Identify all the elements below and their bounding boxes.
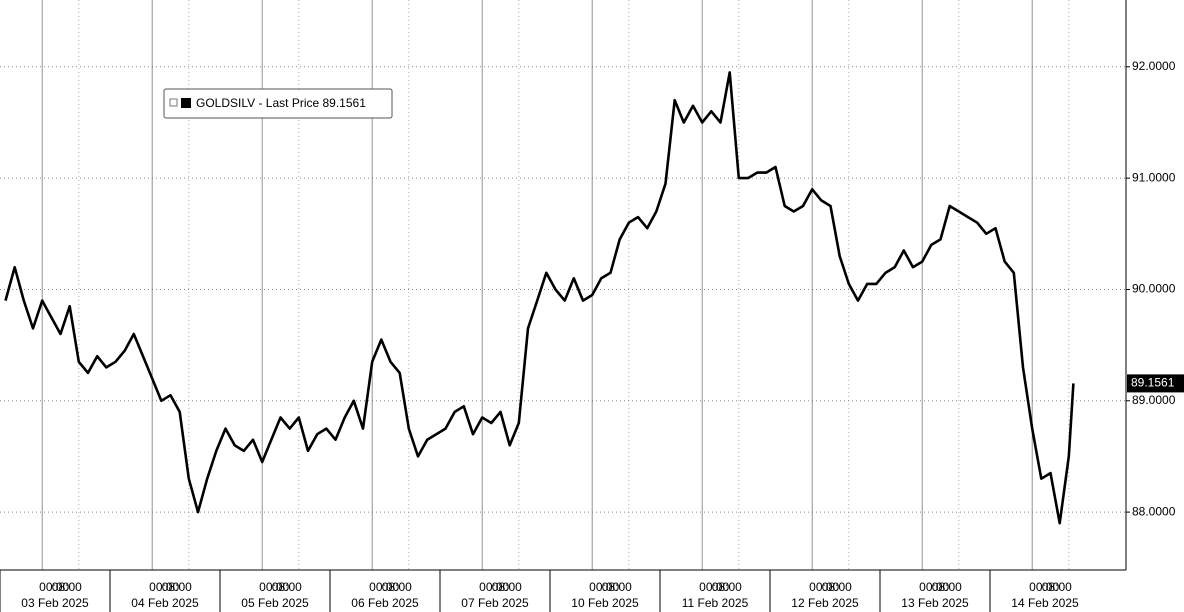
legend-label: GOLDSILV - Last Price 89.1561	[196, 96, 366, 110]
y-tick-label: 90.0000	[1132, 282, 1176, 296]
x-day-label: 10 Feb 2025	[571, 596, 639, 610]
last-price-label: 89.1561	[1131, 376, 1175, 390]
legend: GOLDSILV - Last Price 89.1561	[163, 88, 393, 119]
legend-name: GOLDSILV - Last Price	[196, 96, 319, 110]
legend-swatch	[181, 98, 191, 108]
x-tick-label: 08:00	[712, 580, 742, 594]
x-tick-label: 00:00	[919, 580, 949, 594]
x-day-label: 06 Feb 2025	[351, 596, 419, 610]
x-tick-label: 08:00	[492, 580, 522, 594]
x-tick-label: 08:00	[382, 580, 412, 594]
x-tick-label: 00:00	[479, 580, 509, 594]
legend-toggle	[169, 98, 178, 107]
x-tick-label: 08:00	[272, 580, 302, 594]
x-tick-label: 08:00	[52, 580, 82, 594]
x-day-label: 03 Feb 2025	[21, 596, 89, 610]
x-tick-label: 00:00	[369, 580, 399, 594]
x-tick-label: 00:00	[809, 580, 839, 594]
x-tick-label: 00:00	[699, 580, 729, 594]
x-day-label: 13 Feb 2025	[901, 596, 969, 610]
x-day-label: 07 Feb 2025	[461, 596, 529, 610]
x-tick-label: 00:00	[259, 580, 289, 594]
x-tick-label: 08:00	[822, 580, 852, 594]
x-day-label: 14 Feb 2025	[1011, 596, 1079, 610]
y-tick-label: 92.0000	[1132, 59, 1176, 73]
plot	[4, 71, 1075, 525]
x-tick-label: 08:00	[932, 580, 962, 594]
legend-last-value: 89.1561	[323, 96, 367, 110]
x-tick-label: 08:00	[1042, 580, 1072, 594]
y-tick-label: 88.0000	[1132, 504, 1176, 518]
x-day-label: 04 Feb 2025	[131, 596, 199, 610]
x-day-label: 11 Feb 2025	[682, 596, 749, 610]
x-day-label: 05 Feb 2025	[241, 596, 309, 610]
x-tick-label: 08:00	[602, 580, 632, 594]
y-tick-label: 89.0000	[1132, 393, 1176, 407]
y-tick-label: 91.0000	[1132, 170, 1176, 184]
x-tick-label: 00:00	[149, 580, 179, 594]
x-day-label: 12 Feb 2025	[791, 596, 859, 610]
x-tick-label: 00:00	[1029, 580, 1059, 594]
price-line	[4, 71, 1075, 525]
x-tick-label: 00:00	[39, 580, 69, 594]
x-tick-label: 00:00	[589, 580, 619, 594]
x-tick-label: 08:00	[162, 580, 192, 594]
last-price-box	[1127, 374, 1184, 393]
legend-box	[163, 88, 393, 119]
